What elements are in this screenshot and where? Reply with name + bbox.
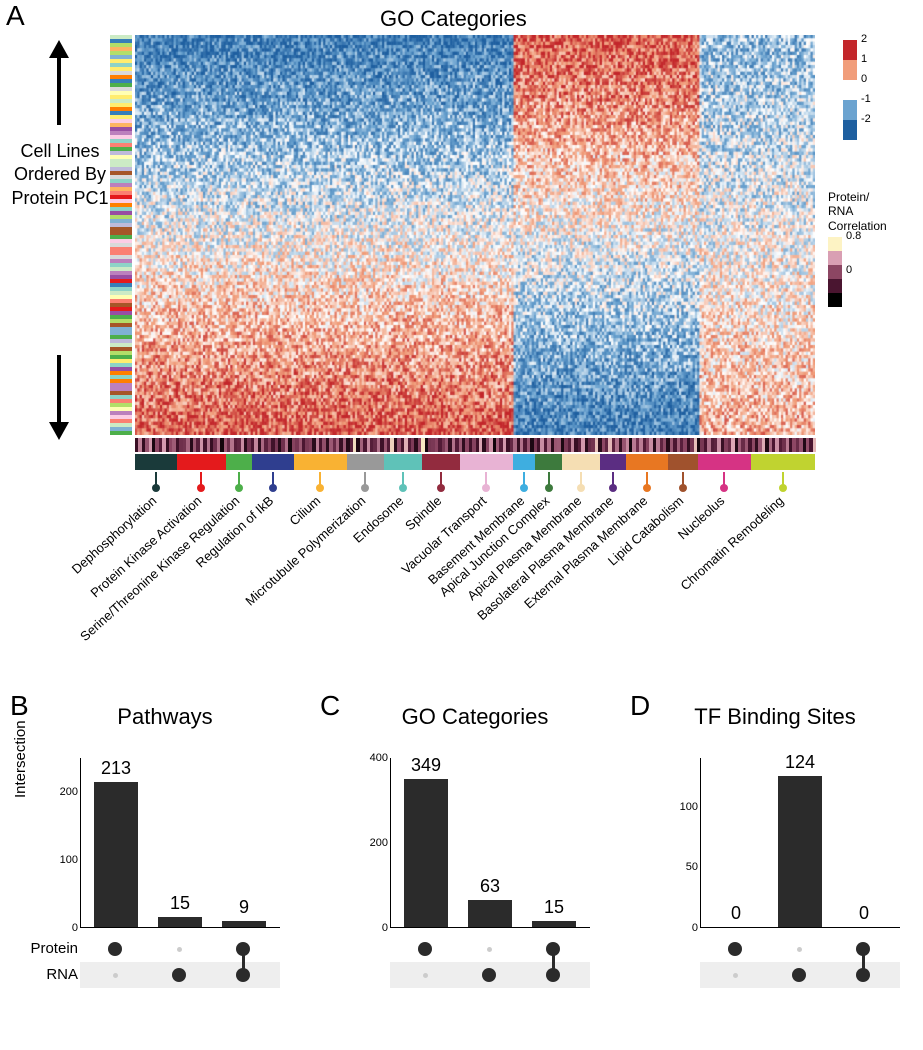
- go-band-segment: [384, 454, 422, 470]
- upset-bar: 15: [155, 893, 205, 927]
- panel-d-title: TF Binding Sites: [640, 704, 910, 730]
- go-band-segment: [562, 454, 600, 470]
- go-band-segment: [252, 454, 294, 470]
- heatmap-title: GO Categories: [380, 6, 527, 32]
- upset-bar: 213: [91, 758, 141, 927]
- upset-plot-c: 02004003496315: [330, 738, 620, 998]
- go-band-segment: [751, 454, 815, 470]
- go-band-segment: [347, 454, 385, 470]
- panel-c: C GO Categories 02004003496315: [330, 700, 620, 1030]
- panel-a-label: A: [6, 0, 25, 32]
- go-band-segment: [698, 454, 751, 470]
- go-category-label: Cilium: [287, 493, 324, 528]
- correlation-annotation-strip: [135, 438, 815, 452]
- upset-bar: 15: [529, 897, 579, 927]
- panel-a: A GO Categories Cell Lines Ordered By Pr…: [0, 0, 923, 690]
- panel-c-label: C: [320, 690, 340, 722]
- panel-b-label: B: [10, 690, 29, 722]
- arrow-up-icon: [44, 40, 74, 130]
- go-category-label: Serine/Threonine Kinase Regulation: [77, 493, 242, 644]
- panel-b: B Pathways Intersection0100200213159Prot…: [20, 700, 310, 1030]
- go-band-segment: [668, 454, 698, 470]
- panel-d-label: D: [630, 690, 650, 722]
- go-category-label: Chromatin Remodeling: [677, 493, 786, 593]
- upset-bar: 349: [401, 755, 451, 927]
- go-band-segment: [135, 454, 177, 470]
- correlation-colorbar: Protein/RNACorrelation 0.80: [828, 190, 903, 307]
- panel-c-title: GO Categories: [330, 704, 620, 730]
- heatmap-canvas: [135, 35, 815, 435]
- go-band-segment: [513, 454, 536, 470]
- go-band-segment: [600, 454, 626, 470]
- go-band-segment: [535, 454, 561, 470]
- y-axis-label: Cell Lines Ordered By Protein PC1: [10, 140, 110, 210]
- upset-bar: 124: [775, 752, 825, 927]
- upset-plot-d: 05010001240: [640, 738, 910, 998]
- upset-bar: 0: [839, 903, 889, 927]
- go-band-segment: [422, 454, 460, 470]
- upset-bar: 9: [219, 897, 269, 927]
- upset-plot-b: Intersection0100200213159ProteinRNA: [20, 738, 310, 998]
- upset-bar: 0: [711, 903, 761, 927]
- go-band-segment: [626, 454, 668, 470]
- upset-bar: 63: [465, 876, 515, 927]
- heatmap-colorbar: 210-1-2: [843, 40, 903, 140]
- go-band-segment: [226, 454, 252, 470]
- go-band-segment: [177, 454, 226, 470]
- go-band-segment: [294, 454, 347, 470]
- correlation-legend-title: Protein/RNACorrelation: [828, 190, 903, 233]
- go-category-label: Spindle: [402, 493, 444, 533]
- go-band-segment: [460, 454, 513, 470]
- arrow-down-icon: [44, 350, 74, 440]
- panel-b-title: Pathways: [20, 704, 310, 730]
- figure-root: A GO Categories Cell Lines Ordered By Pr…: [0, 0, 923, 1050]
- go-category-strip: [135, 454, 815, 470]
- row-annotation-strip: [110, 35, 132, 435]
- go-category-labels: DephosphorylationProtein Kinase Activati…: [135, 472, 815, 672]
- panel-d: D TF Binding Sites 05010001240: [640, 700, 910, 1030]
